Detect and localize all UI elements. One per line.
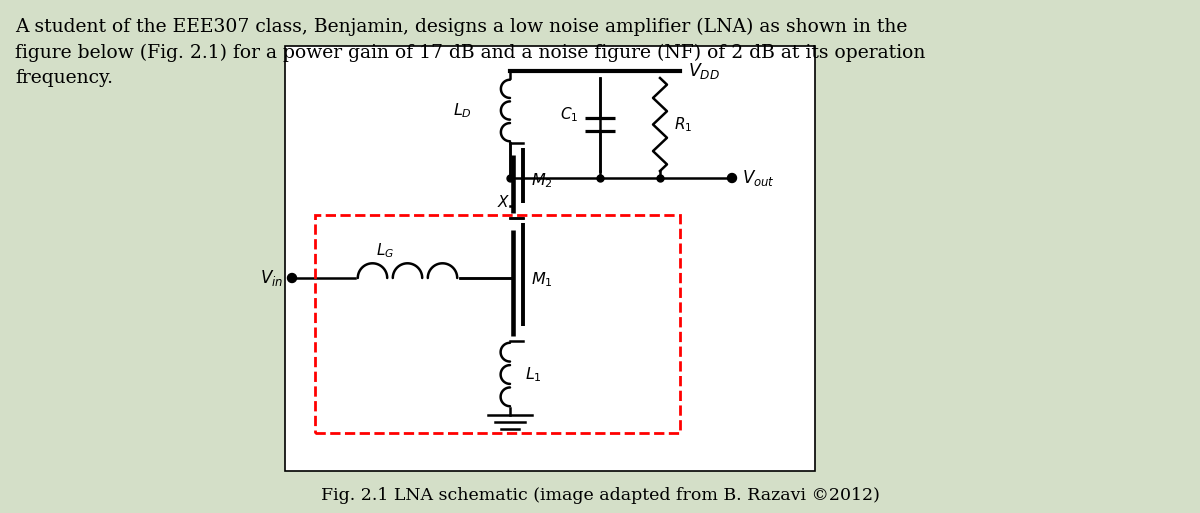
Circle shape: [727, 173, 737, 183]
Text: $C_1$: $C_1$: [559, 105, 578, 124]
Text: Fig. 2.1 LNA schematic (image adapted from B. Razavi ©2012): Fig. 2.1 LNA schematic (image adapted fr…: [320, 486, 880, 503]
Text: $L_G$: $L_G$: [376, 241, 394, 260]
Text: A student of the EEE307 class, Benjamin, designs a low noise amplifier (LNA) as : A student of the EEE307 class, Benjamin,…: [14, 18, 925, 87]
Text: $V_{in}$: $V_{in}$: [260, 268, 283, 288]
Text: $V_{out}$: $V_{out}$: [742, 168, 775, 188]
Bar: [314, 215, 680, 433]
Text: $V_{DD}$: $V_{DD}$: [688, 61, 720, 81]
Text: $R_1$: $R_1$: [674, 115, 692, 134]
Text: X: X: [498, 195, 508, 210]
Text: $M_2$: $M_2$: [530, 171, 553, 190]
Bar: [286, 46, 815, 471]
Text: $M_1$: $M_1$: [530, 270, 553, 289]
Text: $L_D$: $L_D$: [454, 101, 472, 120]
Text: $L_1$: $L_1$: [526, 365, 542, 384]
Circle shape: [288, 273, 296, 283]
